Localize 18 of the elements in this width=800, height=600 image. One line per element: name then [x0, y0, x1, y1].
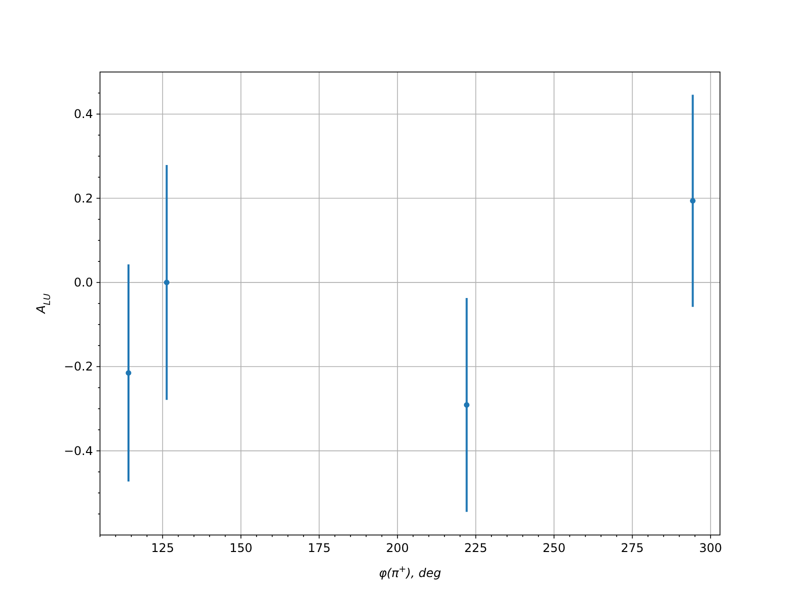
x-tick-label: 275	[620, 541, 644, 555]
x-tick-label: 300	[699, 541, 722, 555]
x-tick-label: 125	[151, 541, 174, 555]
y-tick-label: 0.0	[74, 275, 93, 290]
x-tick-label: 150	[229, 541, 252, 555]
y-tick-label: 0.4	[74, 107, 93, 122]
point	[464, 402, 470, 408]
x-tick-label: 175	[308, 541, 331, 555]
x-tick-label: 200	[386, 541, 409, 555]
x-tick-label: 250	[542, 541, 566, 555]
point	[164, 280, 170, 286]
point	[690, 198, 696, 204]
x-axis-title: φ(π$^{+}$), deg	[378, 565, 442, 580]
point	[126, 370, 132, 376]
y-tick-label: 0.2	[74, 191, 93, 206]
y-tick-label: −0.4	[64, 444, 93, 458]
x-tick-label: 225	[464, 541, 488, 555]
y-tick-label: −0.2	[64, 360, 93, 374]
